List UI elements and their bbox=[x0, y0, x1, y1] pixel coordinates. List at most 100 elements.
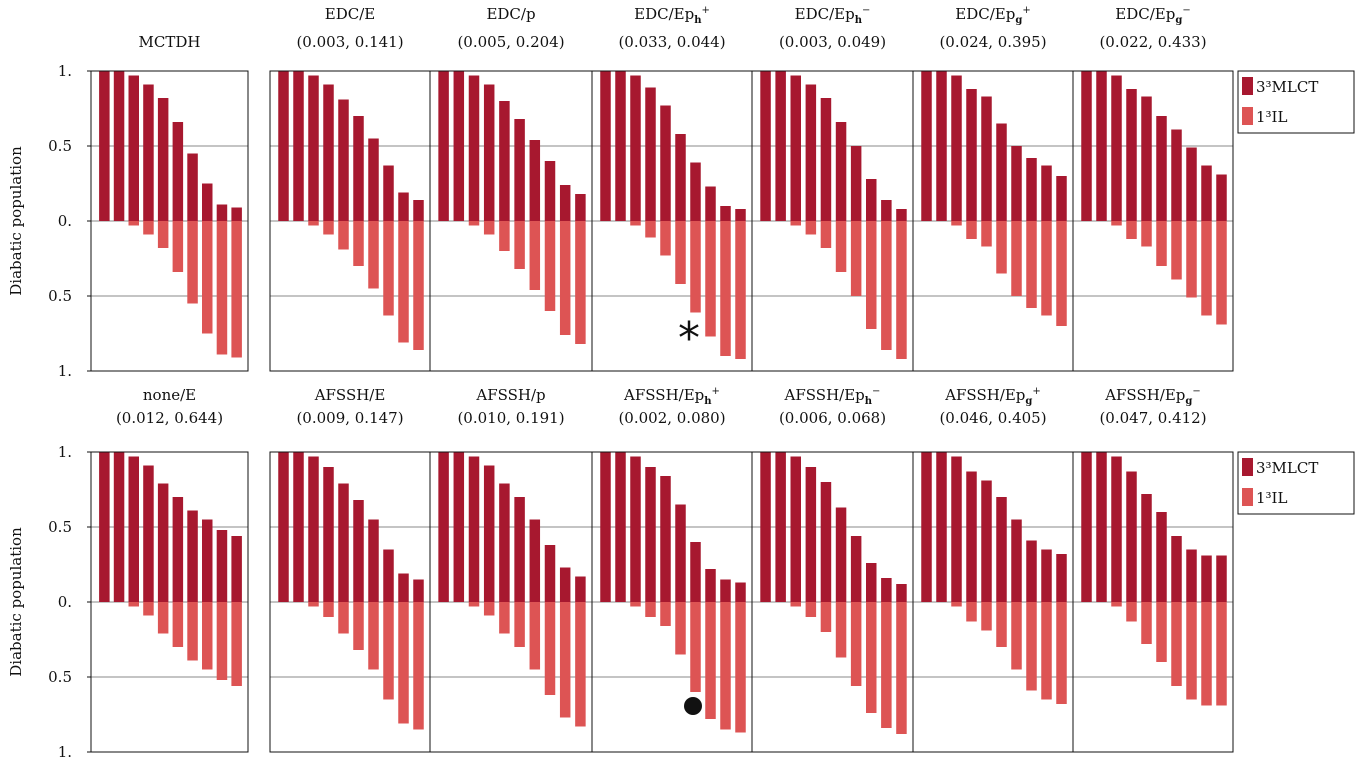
y-axis-label: Diabatic population bbox=[7, 146, 25, 296]
bar-mlct bbox=[99, 71, 110, 221]
panel-0-4: EDC/Eph− (0.003, 0.049) bbox=[751, 5, 914, 372]
bar-il bbox=[981, 221, 992, 247]
bar-mlct bbox=[413, 579, 424, 602]
bar-mlct bbox=[1141, 494, 1152, 602]
panel-0-0: MCTDH bbox=[90, 33, 249, 372]
bar-mlct bbox=[438, 452, 449, 602]
bar-mlct bbox=[720, 206, 731, 221]
bar-il bbox=[1056, 602, 1067, 704]
panel-subtitle: (0.002, 0.080) bbox=[618, 409, 725, 427]
panel-title: AFSSH/Epg− bbox=[1104, 386, 1201, 407]
bar-il bbox=[143, 221, 154, 235]
y-tick-label: 0.5 bbox=[48, 668, 72, 686]
bar-il bbox=[468, 221, 480, 226]
bar-il bbox=[881, 602, 892, 728]
bar-mlct bbox=[735, 209, 746, 221]
bar-mlct bbox=[368, 519, 379, 602]
bar-mlct bbox=[308, 456, 319, 602]
bar-mlct bbox=[113, 71, 125, 221]
bar-il bbox=[1141, 602, 1152, 644]
bar-il bbox=[850, 221, 862, 296]
panel-0-3: EDC/Eph+ (0.033, 0.044) * bbox=[591, 5, 753, 372]
bar-il bbox=[559, 221, 571, 335]
bar-mlct bbox=[1096, 452, 1107, 602]
bar-mlct bbox=[645, 87, 656, 221]
bar-mlct bbox=[231, 536, 242, 602]
bar-mlct bbox=[544, 545, 556, 602]
panel-frame bbox=[1072, 70, 1234, 372]
bar-il bbox=[1111, 221, 1122, 226]
bar-mlct bbox=[353, 500, 364, 602]
bar-mlct bbox=[1171, 129, 1182, 221]
panel-1-6: AFSSH/Epg− (0.047, 0.412) bbox=[1072, 386, 1234, 753]
bar-mlct bbox=[293, 71, 304, 221]
legend-swatch-il bbox=[1242, 107, 1253, 125]
bar-mlct bbox=[881, 578, 892, 602]
bar-il bbox=[835, 221, 847, 272]
bar-mlct bbox=[1186, 147, 1197, 221]
bar-il bbox=[1186, 221, 1197, 298]
bar-il bbox=[1111, 602, 1122, 607]
bar-il bbox=[850, 602, 862, 686]
panel-subtitle: (0.005, 0.204) bbox=[457, 33, 564, 51]
legend-box bbox=[1237, 70, 1355, 134]
bar-mlct bbox=[278, 71, 289, 221]
bar-il bbox=[157, 221, 169, 248]
bar-mlct bbox=[996, 497, 1007, 602]
bar-il bbox=[172, 221, 184, 272]
panel-frame bbox=[1072, 451, 1234, 753]
bar-mlct bbox=[1201, 165, 1212, 221]
bar-mlct bbox=[675, 504, 686, 602]
y-tick-label: 0. bbox=[58, 212, 72, 230]
bar-il bbox=[514, 602, 525, 647]
panel-1-5: AFSSH/Epg+ (0.046, 0.405) bbox=[912, 386, 1074, 753]
bar-il bbox=[483, 602, 495, 616]
panel-1-4: AFSSH/Eph− (0.006, 0.068) bbox=[751, 386, 914, 753]
bar-mlct bbox=[921, 71, 932, 221]
bar-mlct bbox=[896, 209, 907, 221]
bar-mlct bbox=[820, 482, 832, 602]
bar-mlct bbox=[790, 456, 801, 602]
bar-il bbox=[735, 602, 746, 733]
bar-mlct bbox=[615, 71, 626, 221]
panel-title: MCTDH bbox=[139, 33, 201, 51]
bar-mlct bbox=[760, 452, 771, 602]
bar-il bbox=[1216, 602, 1227, 706]
asterisk-marker: * bbox=[678, 313, 700, 364]
bar-mlct bbox=[1026, 540, 1037, 602]
bar-il bbox=[128, 602, 139, 607]
bar-il bbox=[398, 221, 409, 343]
panel-1-2: AFSSH/p (0.010, 0.191) bbox=[429, 386, 593, 753]
bar-mlct bbox=[514, 497, 525, 602]
bar-mlct bbox=[660, 105, 671, 221]
bar-mlct bbox=[1041, 165, 1052, 221]
bar-mlct bbox=[216, 530, 228, 602]
panel-0-5: EDC/Epg+ (0.024, 0.395) bbox=[912, 5, 1074, 372]
bar-il bbox=[951, 602, 962, 607]
bar-il bbox=[835, 602, 847, 658]
bar-il bbox=[338, 602, 349, 634]
bar-mlct bbox=[383, 549, 394, 602]
panel-subtitle: (0.024, 0.395) bbox=[939, 33, 1046, 51]
panel-subtitle: (0.012, 0.644) bbox=[116, 409, 223, 427]
bar-mlct bbox=[630, 456, 641, 602]
bar-il bbox=[720, 602, 731, 730]
bar-il bbox=[896, 221, 907, 359]
bar-il bbox=[231, 602, 242, 686]
bar-mlct bbox=[1111, 456, 1122, 602]
legend-box bbox=[1237, 451, 1355, 515]
bar-mlct bbox=[1111, 75, 1122, 221]
bar-il bbox=[675, 221, 686, 284]
y-tick-label: 0. bbox=[58, 593, 72, 611]
bar-mlct bbox=[735, 582, 746, 602]
bar-il bbox=[1126, 602, 1137, 622]
bar-mlct bbox=[720, 579, 731, 602]
bar-il bbox=[514, 221, 525, 269]
bar-mlct bbox=[690, 542, 701, 602]
bar-il bbox=[966, 221, 977, 239]
bar-mlct bbox=[936, 71, 947, 221]
bar-mlct bbox=[143, 465, 154, 602]
bar-mlct bbox=[383, 165, 394, 221]
y-tick-label: 0.5 bbox=[48, 137, 72, 155]
legend-swatch-mlct bbox=[1242, 77, 1253, 95]
